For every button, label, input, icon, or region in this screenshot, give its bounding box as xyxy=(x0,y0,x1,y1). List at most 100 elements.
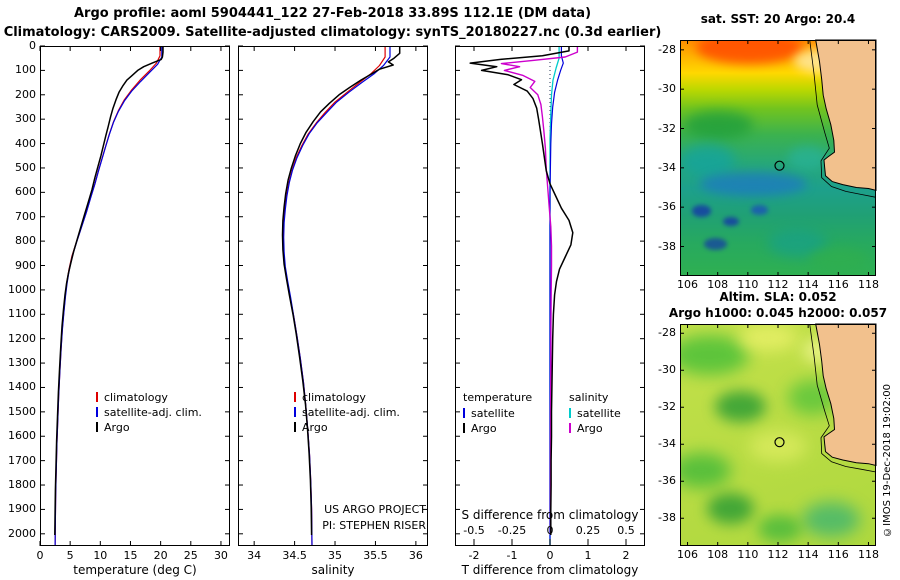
legend-label: Argo xyxy=(471,422,497,435)
lon-tick-label: 118 xyxy=(857,548,879,561)
lon-tick-label: 116 xyxy=(827,548,849,561)
s-tick-label: -0.25 xyxy=(497,524,527,537)
depth-tick-label: 100 xyxy=(15,63,36,77)
shelf-contour xyxy=(809,39,877,198)
x-tick-label: 34 xyxy=(247,549,262,562)
lon-tick-label: 116 xyxy=(827,278,849,291)
color-blob xyxy=(680,143,735,177)
sla-value-line: Altim. SLA: 0.052 xyxy=(719,290,837,304)
legend-item: climatology xyxy=(96,390,202,405)
legend-item: Argo xyxy=(569,421,621,436)
depth-tick-label: 1300 xyxy=(8,356,36,370)
lat-tick-label: -38 xyxy=(658,511,676,525)
project-annotation: US ARGO PROJECT xyxy=(324,503,426,516)
depth-tick-label: 1700 xyxy=(8,453,36,467)
x-tick-label: -2 xyxy=(468,549,480,562)
lat-tick-label: -32 xyxy=(658,400,676,414)
series-argo xyxy=(281,46,401,536)
lon-tick-label: 106 xyxy=(677,548,699,561)
depth-tick-label: 400 xyxy=(15,136,36,150)
legend-item: satellite xyxy=(569,406,621,421)
s-tick-label: 0 xyxy=(546,524,554,537)
legend-label: climatology xyxy=(104,391,168,404)
s-tick-label: -0.5 xyxy=(463,524,485,537)
t-difference-axis-label: T difference from climatology xyxy=(461,563,639,577)
legend-marker xyxy=(569,408,571,418)
series-satellite-adj--clim- xyxy=(54,46,163,547)
color-blob xyxy=(738,324,798,351)
legend-item: satellite-adj. clim. xyxy=(96,405,202,420)
color-blob xyxy=(683,110,753,140)
lon-tick-label: 112 xyxy=(767,278,789,291)
x-tick-label: 30 xyxy=(213,549,228,562)
lat-tick-label: -30 xyxy=(658,363,676,377)
x-tick-label: 15 xyxy=(123,549,138,562)
legend: temperature satellite Argo xyxy=(463,390,532,436)
sst-map-field xyxy=(680,40,876,276)
sst-map: 106 108 110 112 114 116 118 -28 -30 -32 -34 -36 -38 xyxy=(658,39,879,291)
sla-map: 106 108 110 112 114 116 118 -28 -30 -32 -34 -36 -38 xyxy=(658,323,879,561)
color-blob xyxy=(723,217,739,227)
x-tick-label: 36 xyxy=(408,549,423,562)
plot-border xyxy=(238,46,428,546)
sst-map-title: sat. SST: 20 Argo: 20.4 xyxy=(700,12,856,26)
legend-label: Argo xyxy=(104,421,130,434)
color-blob xyxy=(750,205,769,215)
page-title: Argo profile: aoml 5904441_122 27-Feb-20… xyxy=(73,6,592,21)
color-blob xyxy=(715,390,767,422)
x-tick-label: 25 xyxy=(183,549,198,562)
legend: climatology satellite-adj. clim. Argo xyxy=(96,390,202,435)
color-blob xyxy=(703,238,728,251)
lat-tick-label: -32 xyxy=(658,121,676,135)
legend: climatology satellite-adj. clim. Argo xyxy=(294,390,400,435)
lon-tick-label: 114 xyxy=(797,278,819,291)
depth-tick-label: 0 xyxy=(29,39,36,52)
legend-label: Argo xyxy=(302,421,328,434)
color-blob xyxy=(699,172,808,196)
depth-tick-label: 300 xyxy=(15,112,36,126)
lon-tick-label: 112 xyxy=(767,548,789,561)
series-s-argo xyxy=(500,46,579,535)
series-t-argo xyxy=(469,46,574,535)
legend-marker xyxy=(569,423,571,433)
copyright-stamp: ©IMOS 19-Dec-2018 19:02:00 xyxy=(882,384,893,537)
x-tick-label: 10 xyxy=(93,549,108,562)
series-climatology xyxy=(282,46,386,547)
lat-tick-label: -28 xyxy=(658,42,676,56)
legend-item: satellite xyxy=(463,406,532,421)
lon-tick-label: 108 xyxy=(707,278,729,291)
pi-annotation: PI: STEPHEN RISER xyxy=(322,519,426,532)
legend-header: salinity xyxy=(569,391,609,404)
depth-tick-label: 1900 xyxy=(8,502,36,516)
lon-tick-label: 110 xyxy=(737,548,759,561)
sst-map-overlay xyxy=(680,39,877,276)
s-difference-axis-label: S difference from climatology xyxy=(461,508,639,522)
x-tick-label: 35 xyxy=(328,549,343,562)
legend-item: Argo xyxy=(294,420,400,435)
lon-tick-label: 110 xyxy=(737,278,759,291)
depth-tick-label: 900 xyxy=(15,258,36,272)
lat-tick-label: -38 xyxy=(658,239,676,253)
color-blob xyxy=(691,205,712,217)
legend-item: Argo xyxy=(96,420,202,435)
legend-marker xyxy=(294,407,296,417)
lat-tick-label: -28 xyxy=(658,326,676,340)
series-t-satellite xyxy=(549,46,564,546)
series-argo xyxy=(54,46,164,536)
legend-marker xyxy=(96,422,98,432)
difference-profile-panel: T difference from climatology S differen… xyxy=(455,45,645,577)
depth-tick-label: 1600 xyxy=(8,429,36,443)
color-blob xyxy=(680,335,749,376)
x-tick-label: 1 xyxy=(584,549,592,562)
legend: salinity satellite Argo xyxy=(569,390,621,436)
lat-tick-label: -36 xyxy=(658,200,676,214)
lat-tick-label: -34 xyxy=(658,437,676,451)
lat-tick-label: -34 xyxy=(658,160,676,174)
legend-marker xyxy=(463,408,465,418)
depth-tick-label: 200 xyxy=(15,87,36,101)
legend-item: satellite-adj. clim. xyxy=(294,405,400,420)
sla-map-overlay xyxy=(680,323,877,546)
salinity-profile-plot xyxy=(238,45,428,547)
x-tick-label: 35.5 xyxy=(363,549,388,562)
